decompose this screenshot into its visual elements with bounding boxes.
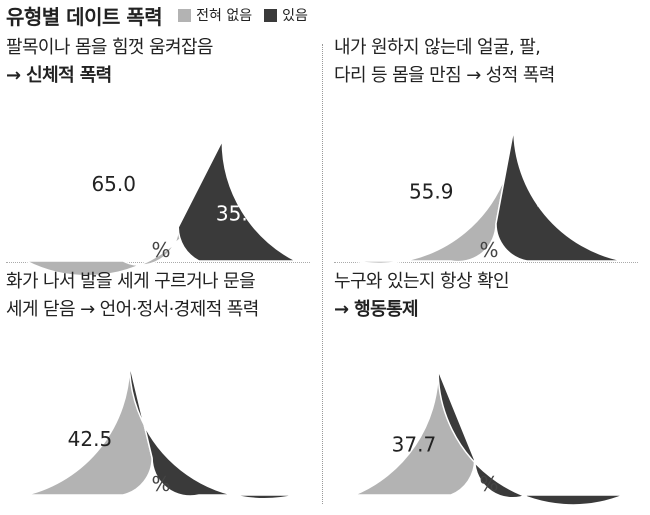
half-donut-chart: 42.5 57.5% bbox=[25, 363, 297, 500]
half-donut-chart: 37.7 62.3% bbox=[353, 369, 625, 506]
slice-none-value-label: 42.5 bbox=[68, 427, 113, 451]
slice-none bbox=[25, 363, 153, 496]
caption-line-1: 화가 나서 발을 세게 구르거나 문을 bbox=[6, 271, 256, 292]
panel-caption: 화가 나서 발을 세게 구르거나 문을 세게 닫음 → 언어·정서·경제적 폭력 bbox=[6, 268, 316, 324]
horizontal-separator-right bbox=[334, 262, 638, 263]
legend-swatch-yes bbox=[264, 8, 278, 22]
caption-line-2: → 행동통제 bbox=[334, 299, 419, 320]
panel-caption: 내가 원하지 않는데 얼굴, 팔, 다리 등 몸을 만짐 → 성적 폭력 bbox=[334, 34, 644, 90]
horizontal-separator-left bbox=[6, 262, 310, 263]
slice-yes bbox=[437, 369, 625, 506]
legend-label-none: 전혀 없음 bbox=[196, 8, 253, 24]
slice-yes bbox=[177, 140, 297, 262]
center-percent-label: % bbox=[151, 472, 170, 496]
caption-line-1: 누구와 있는지 항상 확인 bbox=[334, 271, 510, 292]
caption-line-2: 다리 등 몸을 만짐 → 성적 폭력 bbox=[334, 65, 555, 86]
slice-none-value-label: 37.7 bbox=[392, 432, 437, 456]
caption-line-1: 내가 원하지 않는데 얼굴, 팔, bbox=[334, 37, 541, 58]
center-percent-label: % bbox=[479, 472, 498, 496]
slice-yes bbox=[128, 363, 297, 500]
caption-line-2: → 신체적 폭력 bbox=[6, 65, 112, 86]
half-donut-chart: 65.0 35.0% bbox=[25, 140, 297, 277]
legend-swatch-none bbox=[178, 8, 192, 22]
caption-line-2: 세게 닫음 → 언어·정서·경제적 폭력 bbox=[6, 299, 259, 320]
slice-yes-value-label: 35.0 bbox=[216, 202, 261, 226]
chart-panel-physical: 팔목이나 몸을 힘껏 움켜잡음 → 신체적 폭력 65.0 35.0% bbox=[6, 34, 316, 279]
slice-yes-value-label: 44.1 bbox=[536, 191, 581, 215]
center-percent-label: % bbox=[479, 238, 498, 262]
chart-title: 유형별 데이트 폭력 bbox=[6, 4, 163, 29]
slice-yes-value-label: 62.3 bbox=[517, 408, 562, 432]
vertical-divider bbox=[322, 44, 323, 504]
legend-label-yes: 있음 bbox=[282, 8, 308, 24]
panel-caption: 누구와 있는지 항상 확인 → 행동통제 bbox=[334, 268, 644, 324]
legend-item-none: 전혀 없음 bbox=[178, 5, 252, 25]
slice-none-value-label: 65.0 bbox=[91, 172, 136, 196]
caption-line-1: 팔목이나 몸을 힘껏 움켜잡음 bbox=[6, 37, 213, 58]
panel-caption: 팔목이나 몸을 힘껏 움켜잡음 → 신체적 폭력 bbox=[6, 34, 316, 90]
half-donut-chart: 55.9 44.1% bbox=[353, 128, 625, 265]
slice-yes bbox=[495, 128, 625, 262]
chart-panel-sexual: 내가 원하지 않는데 얼굴, 팔, 다리 등 몸을 만짐 → 성적 폭력 55.… bbox=[334, 34, 644, 279]
slice-yes-value-label: 57.5 bbox=[195, 412, 240, 436]
chart-header: 유형별 데이트 폭력 전혀 없음 있음 bbox=[6, 2, 320, 29]
center-percent-label: % bbox=[151, 238, 170, 262]
chart-panel-emotional: 화가 나서 발을 세게 구르거나 문을 세게 닫음 → 언어·정서·경제적 폭력… bbox=[6, 268, 316, 513]
chart-panel-control: 누구와 있는지 항상 확인 → 행동통제 37.7 62.3% bbox=[334, 268, 644, 513]
legend-item-yes: 있음 bbox=[264, 5, 308, 25]
slice-none-value-label: 55.9 bbox=[409, 179, 454, 203]
